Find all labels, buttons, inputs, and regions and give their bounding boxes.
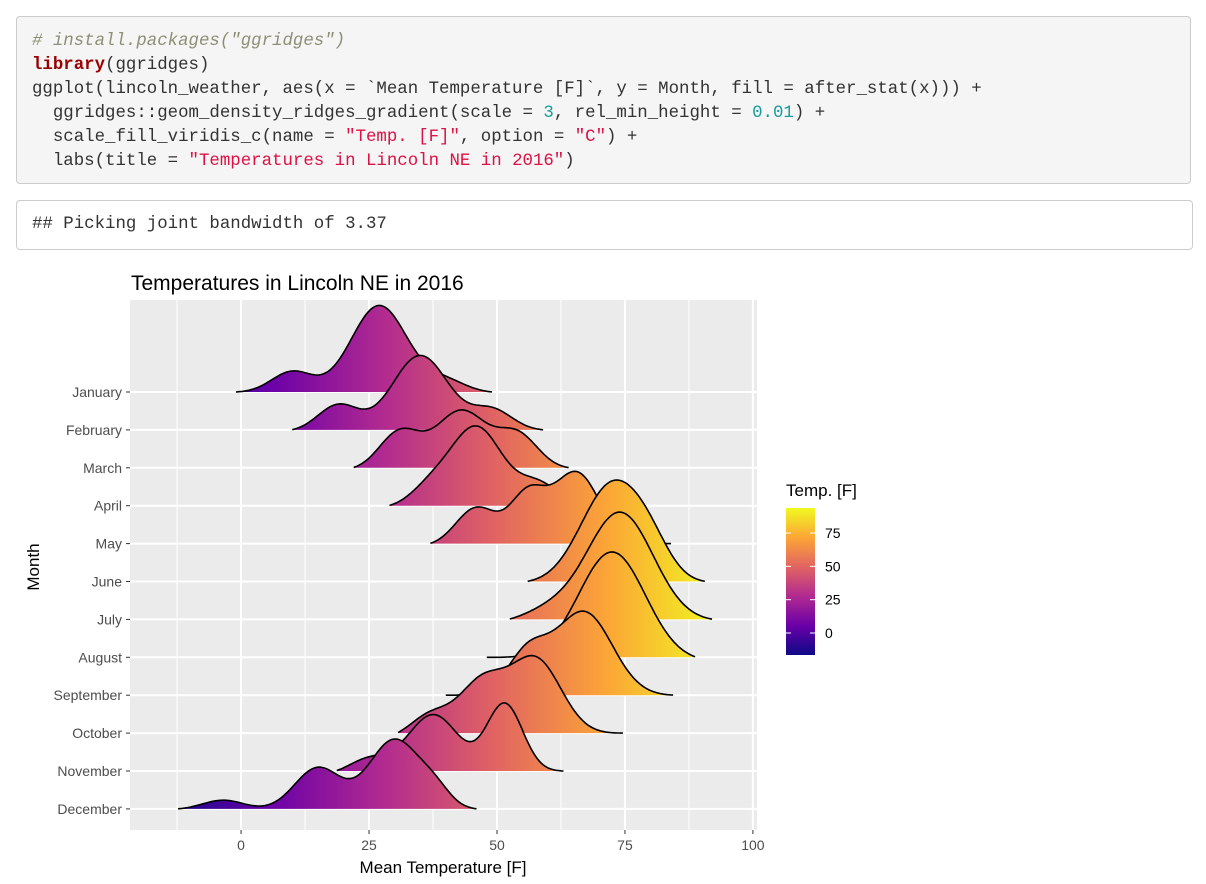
ridge-line-january	[235, 304, 492, 393]
y-tick-label: May	[96, 536, 122, 552]
y-tick-label: November	[57, 763, 122, 779]
x-tick-label: 25	[361, 837, 377, 853]
output-text: ## Picking joint bandwidth of 3.37	[32, 215, 387, 234]
code-token-plain: )	[564, 152, 575, 171]
code-token-plain: scale_fill_viridis_c(name =	[32, 128, 346, 147]
output-block: ## Picking joint bandwidth of 3.37	[16, 200, 1193, 250]
code-token-kw: library	[32, 56, 106, 75]
code-token-plain: , rel_min_height =	[553, 104, 753, 123]
ridge-line-october	[397, 654, 623, 734]
ridge-line-june	[527, 479, 705, 583]
x-axis-title: Mean Temperature [F]	[360, 858, 527, 877]
ridge-line-march	[353, 409, 569, 469]
x-tick-label: 0	[237, 837, 245, 853]
ridge-fill-august	[486, 551, 696, 658]
code-line: scale_fill_viridis_c(name = "Temp. [F]",…	[32, 126, 982, 150]
code-token-plain: , option =	[459, 128, 575, 147]
code-token-str: "Temp. [F]"	[345, 128, 460, 147]
y-axis-title: Month	[24, 543, 43, 590]
legend-tick-label: 0	[825, 625, 833, 641]
legend-tick-label: 75	[825, 525, 841, 541]
x-tick-label: 50	[489, 837, 505, 853]
ridge-fill-september	[445, 611, 674, 696]
code-token-plain: ggridges::geom_density_ridges_gradient(s…	[32, 104, 544, 123]
ridge-fill-december	[178, 739, 477, 809]
ridge-fill-february	[292, 355, 544, 430]
code-token-plain: ) +	[793, 104, 826, 123]
code-line: # install.packages("ggridges")	[32, 30, 982, 54]
code-token-plain: ggplot(lincoln_weather, aes(x = `Mean Te…	[32, 80, 982, 99]
code-line: labs(title = "Temperatures in Lincoln NE…	[32, 150, 982, 174]
legend-tick-label: 50	[825, 558, 841, 574]
code-content: # install.packages("ggridges") library(gg…	[32, 30, 982, 174]
code-token-num: 3	[543, 104, 554, 123]
legend: Temp. [F] 75 50 25 0	[786, 481, 857, 655]
ridge-line-december	[178, 738, 477, 810]
code-line: ggplot(lincoln_weather, aes(x = `Mean Te…	[32, 78, 982, 102]
y-tick-label: July	[97, 611, 122, 627]
ridge-line-july	[509, 511, 713, 620]
code-token-comment: # install.packages("ggridges")	[32, 32, 346, 51]
x-tick-label: 75	[617, 837, 633, 853]
code-token-plain: labs(title =	[32, 152, 189, 171]
axes: January February March April May June July Augu…	[54, 384, 765, 853]
y-tick-label: June	[92, 574, 123, 590]
legend-tick-label: 25	[825, 592, 841, 608]
y-tick-label: January	[72, 384, 122, 400]
y-tick-label: February	[66, 422, 122, 438]
y-tick-label: September	[54, 687, 123, 703]
code-token-plain: ) +	[606, 128, 638, 147]
y-tick-label: March	[83, 460, 122, 476]
code-token-str: "Temperatures in Lincoln NE in 2016"	[188, 152, 565, 171]
code-line: ggridges::geom_density_ridges_gradient(s…	[32, 102, 982, 126]
chart-title: Temperatures in Lincoln NE in 2016	[131, 272, 464, 295]
y-tick-label: August	[78, 649, 122, 665]
x-tick-label: 100	[741, 837, 765, 853]
ridge-fill-october	[398, 655, 623, 734]
code-block: # install.packages("ggridges") library(gg…	[16, 16, 1191, 184]
code-line: library(ggridges)	[32, 54, 982, 78]
ridges	[178, 304, 713, 810]
legend-title: Temp. [F]	[786, 481, 857, 500]
y-tick-label: April	[94, 498, 122, 514]
legend-colorbar	[786, 508, 815, 655]
code-token-num: 0.01	[752, 104, 794, 123]
y-tick-label: October	[72, 725, 122, 741]
code-token-str: "C"	[574, 128, 607, 147]
ridge-line-february	[292, 354, 544, 431]
code-token-plain: (ggridges)	[105, 56, 210, 75]
y-tick-label: December	[57, 801, 122, 817]
